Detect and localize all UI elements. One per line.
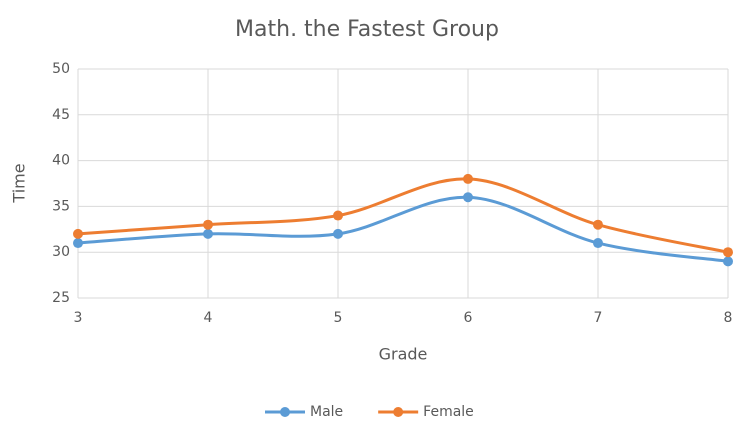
x-tick-label: 4 (204, 310, 213, 326)
series-line (77, 195, 729, 263)
point (203, 228, 213, 239)
legend-label: Female (423, 404, 474, 420)
y-tick-label: 40 (52, 153, 70, 169)
point (593, 238, 603, 249)
x-tick-label: 7 (594, 310, 603, 326)
chart-title: Math. the Fastest Group (235, 17, 499, 42)
point (73, 228, 83, 239)
y-tick-label: 25 (52, 290, 70, 306)
y-tick-label: 50 (52, 61, 70, 77)
legend-marker (393, 407, 404, 417)
series-line (77, 177, 729, 254)
point (333, 210, 343, 221)
point (593, 219, 603, 230)
point (463, 173, 473, 184)
point (73, 238, 83, 249)
point (723, 247, 733, 258)
x-tick-label: 8 (724, 310, 733, 326)
point (463, 192, 473, 203)
y-axis-label: Time (10, 163, 29, 203)
point (333, 228, 343, 239)
x-tick-label: 5 (334, 310, 343, 326)
x-tick-label: 6 (464, 310, 473, 326)
y-tick-label: 35 (52, 198, 70, 214)
y-tick-label: 45 (52, 107, 70, 123)
legend-marker (280, 407, 290, 417)
x-axis-label: Grade (379, 345, 428, 364)
point (203, 219, 213, 230)
point (723, 256, 733, 267)
y-tick-label: 30 (52, 244, 70, 260)
x-tick-label: 3 (74, 310, 83, 326)
legend-label: Male (310, 404, 343, 420)
